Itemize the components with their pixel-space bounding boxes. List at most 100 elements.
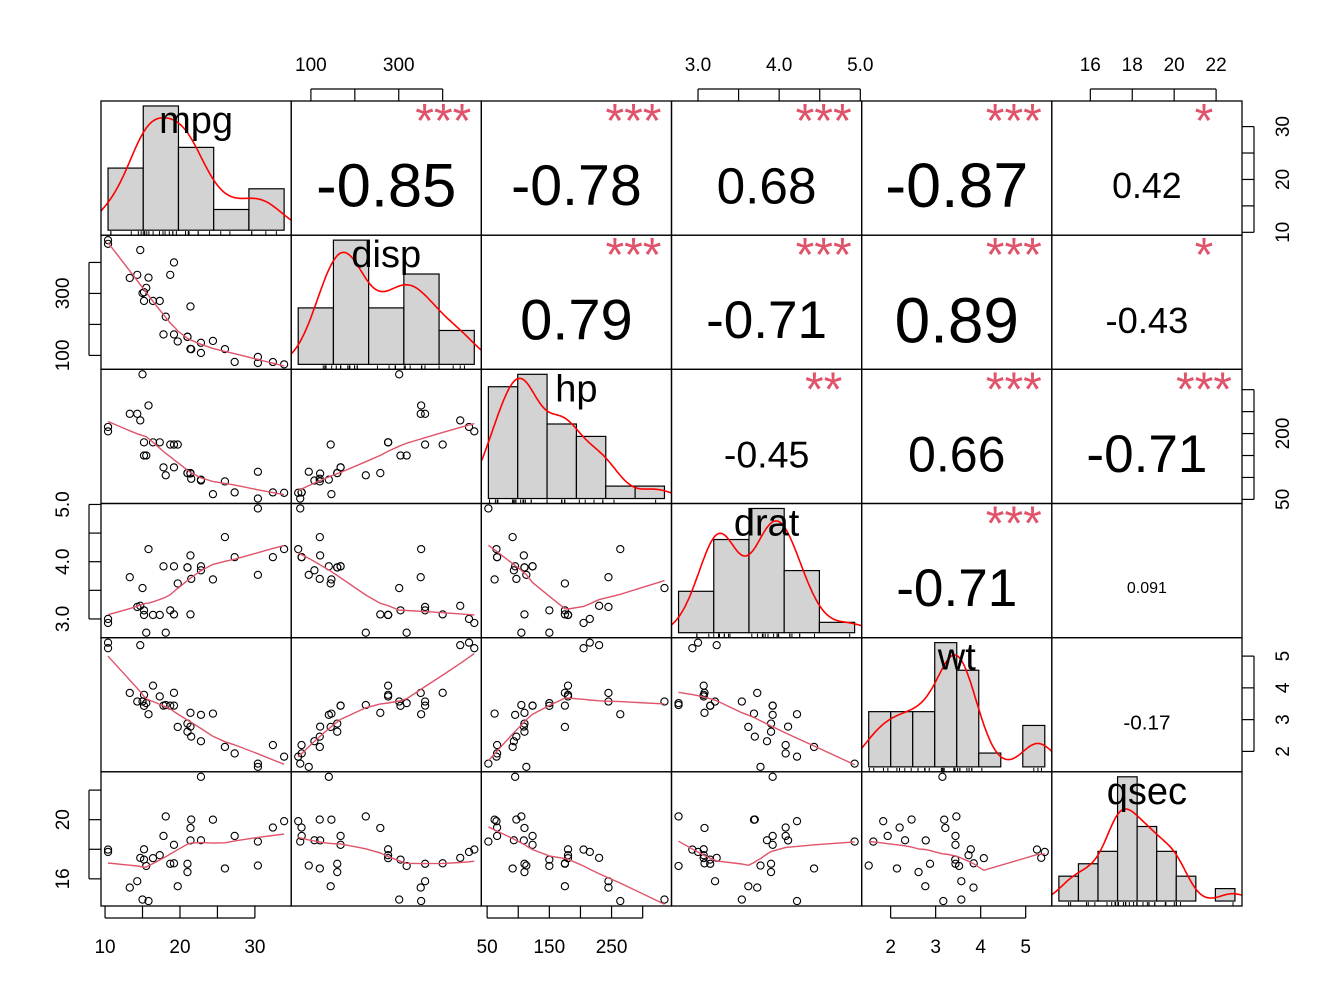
histogram-bar [868,711,892,768]
data-point [712,640,721,650]
data-point [420,602,430,612]
data-point [951,831,960,841]
data-point [522,762,531,772]
smooth-line [678,840,855,867]
data-point [879,817,888,826]
data-point [509,566,519,575]
histogram-bar [890,711,914,768]
data-point [490,709,499,718]
data-point [161,312,170,321]
data-point [196,836,206,845]
data-point [484,504,493,513]
histogram-bar [818,621,856,634]
panel-content [291,239,482,370]
data-point [376,468,385,478]
data-point [279,752,289,761]
data-point [545,701,554,710]
data-point [762,836,772,845]
data-point [230,357,239,367]
smooth-line [297,552,475,616]
data-point [470,845,479,854]
data-point [304,861,313,870]
panel-disp-qsec: -0.43* [1051,229,1243,370]
histogram-bar [1077,863,1099,902]
data-point [327,815,336,824]
data-point [420,877,430,886]
data-point [809,864,819,873]
data-point [324,475,333,484]
tick-label: 300 [383,55,415,76]
data-point [169,701,179,710]
data-point [744,722,753,732]
data-point [484,837,493,846]
data-point [208,709,218,718]
variable-label: wt [937,637,976,679]
data-point [169,562,179,571]
data-point [315,864,324,873]
data-point [268,823,278,832]
data-point [326,579,335,588]
correlation-value: 0.42 [1112,166,1181,206]
data-point [169,610,179,619]
axis-bottom-mpg: 10 20 30 [94,906,265,958]
data-point [560,722,570,732]
density-curve [671,520,862,627]
data-point [766,727,776,736]
data-point [492,552,502,562]
data-point [510,772,520,781]
axis-left-drat: 3.0 4.0 5.0 [53,491,101,632]
data-point [208,336,218,346]
data-point [169,330,179,339]
data-point [304,762,313,772]
data-point [456,640,465,650]
panel-hp-qsec: -0.71 *** [1051,363,1243,505]
data-point [781,740,790,750]
smooth-line [487,697,665,762]
data-point [768,831,777,841]
data-point [964,851,973,860]
panel-mpg-wt: -0.87*** [861,95,1053,236]
panel-disp-wt: 0.89*** [861,229,1053,370]
variable-label: drat [734,503,800,545]
data-point [220,532,230,542]
tick-label: 22 [1206,55,1227,76]
data-point [604,688,613,698]
data-point [159,463,168,472]
data-point [187,574,196,584]
panel-content [484,772,669,906]
data-point [522,861,531,870]
data-point [187,474,196,483]
tick-label: 4.0 [766,55,792,76]
data-point [136,853,145,862]
data-point [616,544,625,554]
panels: mpg-0.85***-0.78***0.68***-0.87***0.42*d… [100,95,1243,907]
axis-right-mpg: 10 20 30 [1242,116,1294,243]
data-point [230,488,239,497]
data-point [253,352,263,362]
data-point [186,836,195,845]
panel-qsec-qsec: qsec [1051,771,1243,907]
data-point [324,772,333,781]
data-point [464,847,474,857]
data-point [196,737,206,746]
tick-label: 200 [1273,418,1294,450]
significance-stars: * [1195,95,1214,148]
data-point [470,644,479,653]
data-point [383,438,393,447]
data-point [310,737,319,746]
data-point [136,416,145,425]
correlation-value: -0.43 [1106,300,1189,341]
data-point [660,895,669,904]
significance-stars: *** [415,95,471,148]
histogram-bar [517,373,548,500]
correlation-value: 0.091 [1127,580,1167,597]
data-point [376,823,385,833]
histogram-bar [142,105,180,231]
data-point [196,566,206,575]
data-point [253,494,263,503]
data-point [294,817,303,826]
data-point [969,883,978,892]
data-point [183,563,192,572]
data-point [396,701,405,710]
panel-content [101,105,292,236]
